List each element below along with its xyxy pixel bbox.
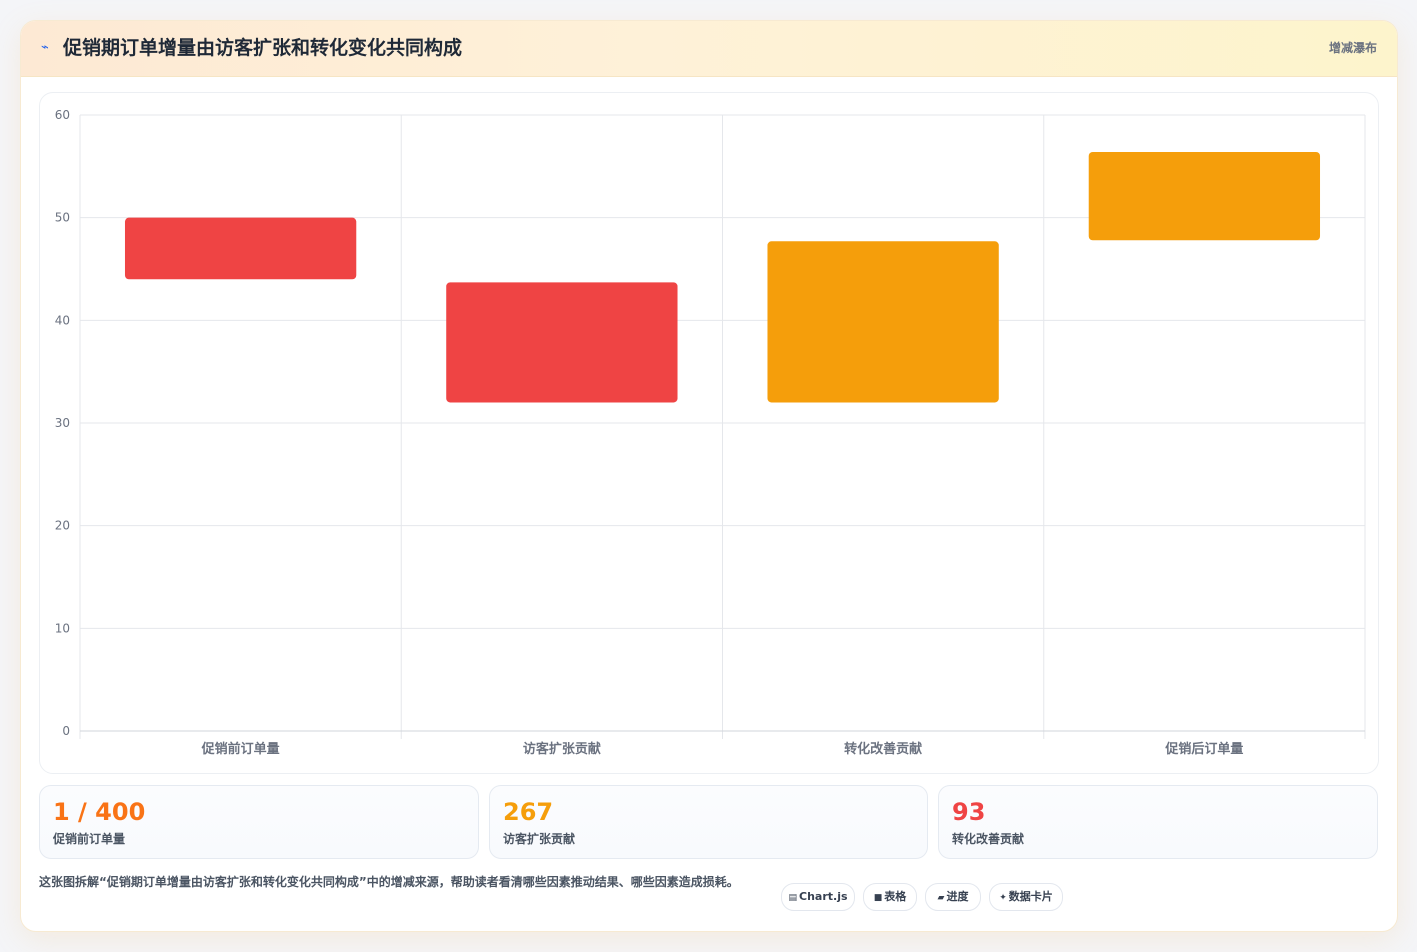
chart-icon: ▤ [788, 893, 797, 903]
waterfall-bar [767, 241, 999, 403]
x-tick-label: 访客扩张贡献 [523, 741, 601, 757]
waterfall-bar [124, 217, 357, 280]
stat-label: 转化改善贡献 [952, 832, 1025, 846]
stat-label: 促销前订单量 [53, 832, 126, 846]
chip-data-card[interactable]: ✦ 数据卡片 [989, 883, 1063, 911]
stat-value: 93 [952, 798, 986, 826]
chart-type-tag: 增减瀑布 [1328, 41, 1377, 55]
chip-table[interactable]: ■ 表格 [863, 883, 917, 911]
y-tick-label: 10 [55, 621, 70, 635]
chip-label: Chart.js [799, 890, 848, 903]
chip-progress[interactable]: ▰ 进度 [925, 883, 981, 911]
stat-card-visitor: 267 访客扩张贡献 [489, 785, 928, 859]
y-tick-label: 30 [55, 416, 70, 430]
chart-card: ⌁ 促销期订单增量由访客扩张和转化变化共同构成 增减瀑布 0 10 20 30 40 50… [20, 20, 1398, 932]
sparkline-icon: ⌁ [41, 40, 49, 55]
waterfall-bar [1088, 151, 1321, 241]
stat-value: 1 / 400 [53, 798, 146, 826]
sparkle-icon: ✦ [999, 893, 1007, 903]
waterfall-chart: 0 10 20 30 40 50 60 促销前订单量 访客扩张贡献 转化改善贡献 促销后订单量 [55, 108, 1366, 757]
chip-chartjs[interactable]: ▤ Chart.js [781, 883, 855, 911]
x-tick-label: 促销前订单量 [201, 741, 280, 757]
chip-label: 进度 [946, 890, 969, 903]
chip-label: 表格 [884, 890, 907, 903]
y-tick-label: 20 [55, 519, 70, 533]
table-icon: ■ [873, 893, 883, 903]
stat-card-conversion: 93 转化改善贡献 [938, 785, 1378, 859]
y-tick-label: 0 [62, 724, 70, 738]
y-tick-label: 40 [55, 313, 70, 327]
waterfall-bar [446, 282, 678, 403]
stat-label: 访客扩张贡献 [503, 832, 576, 846]
page-title: 促销期订单增量由访客扩张和转化变化共同构成 [63, 37, 463, 59]
y-tick-label: 50 [55, 211, 70, 225]
y-tick-label: 60 [55, 108, 70, 122]
stat-value: 267 [503, 798, 554, 826]
progress-icon: ▰ [937, 893, 945, 903]
x-tick-label: 转化改善贡献 [844, 741, 922, 757]
stat-card-before: 1 / 400 促销前订单量 [39, 785, 479, 859]
chart-description: 这张图拆解“促销期订单增量由访客扩张和转化变化共同构成”中的增减来源，帮助读者看… [39, 875, 739, 889]
chart-panel: 0 10 20 30 40 50 60 促销前订单量 访客扩张贡献 转化改善贡献 促销后订单量 [39, 92, 1379, 774]
card-header: ⌁ 促销期订单增量由访客扩张和转化变化共同构成 增减瀑布 [21, 21, 1397, 77]
chip-label: 数据卡片 [1008, 890, 1053, 903]
x-tick-label: 促销后订单量 [1164, 741, 1243, 757]
